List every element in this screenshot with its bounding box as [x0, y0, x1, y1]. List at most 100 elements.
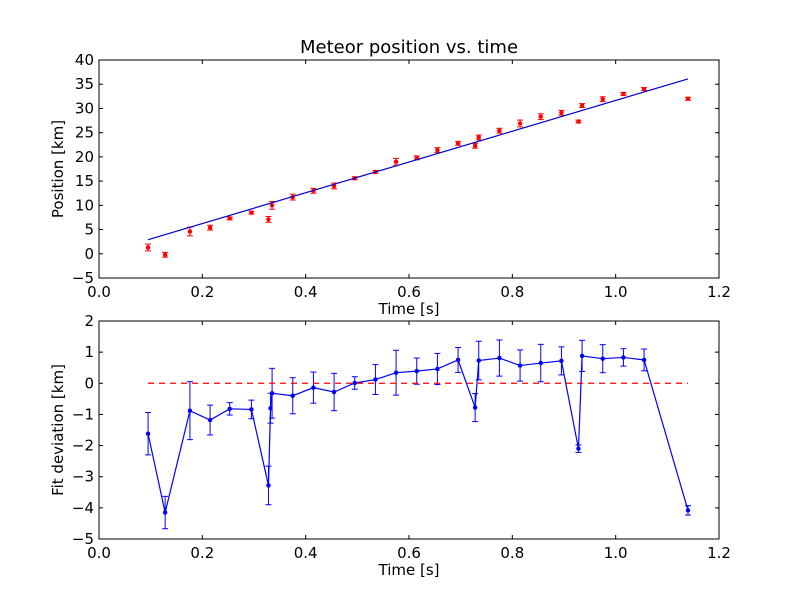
position-ytick-label: 0 — [84, 245, 94, 263]
position-xtick-label: 0.4 — [294, 283, 318, 301]
position-xtick-label: 0.0 — [87, 283, 111, 301]
deviation-data-point — [641, 357, 647, 363]
deviation-data-point — [373, 377, 378, 382]
position-data-point — [600, 96, 605, 102]
deviation-xtick-label: 0.2 — [190, 544, 214, 562]
deviation-xtick-label: 1.0 — [604, 544, 628, 562]
deviation-data-point — [393, 370, 399, 375]
position-plot-xlabel: Time [s] — [378, 300, 440, 318]
deviation-data-point — [476, 358, 481, 363]
deviation-data-point — [579, 353, 585, 359]
deviation-xtick-label: 0.0 — [87, 544, 111, 562]
deviation-data-point — [455, 357, 461, 363]
deviation-data-point — [414, 368, 419, 374]
position-data-point — [685, 96, 691, 102]
position-plot-marks — [145, 78, 691, 258]
position-plot-title: Meteor position vs. time — [300, 37, 518, 58]
position-data-point — [207, 225, 213, 230]
position-data-point — [455, 141, 461, 146]
deviation-ytick-label: 0 — [84, 374, 94, 392]
position-data-point — [621, 91, 626, 97]
position-data-point — [472, 143, 478, 148]
deviation-series-line — [147, 355, 689, 513]
deviation-ytick-label: −1 — [72, 405, 94, 423]
position-data-point — [579, 103, 585, 108]
position-xtick-label: 0.2 — [190, 283, 214, 301]
position-data-point — [476, 135, 481, 140]
position-data-point — [641, 86, 647, 92]
position-ytick-label: 25 — [75, 124, 94, 142]
fit-line — [147, 78, 689, 241]
deviation-ytick-label: −3 — [72, 468, 94, 486]
position-data-point — [497, 128, 502, 133]
deviation-data-point — [559, 358, 564, 364]
deviation-xtick-label: 0.4 — [294, 544, 318, 562]
position-data-point — [517, 121, 523, 126]
deviation-plot-ylabel: Fit deviation [km] — [49, 364, 67, 496]
position-plot-ylabel: Position [km] — [49, 120, 67, 218]
position-data-point — [266, 217, 271, 222]
deviation-data-point — [290, 393, 295, 398]
position-data-point — [162, 252, 168, 257]
deviation-plot-xlabel: Time [s] — [378, 561, 440, 579]
deviation-data-point — [621, 355, 626, 360]
deviation-data-point — [269, 391, 275, 396]
deviation-data-point — [227, 406, 232, 412]
deviation-xtick-label: 1.2 — [707, 544, 731, 562]
deviation-plot-marks — [145, 339, 691, 530]
deviation-plot-ticks: 0.0 0.2 0.4 0.6 0.8 1.0 1.2 −5 −4 −3 −2 −1 0 1 2 — [72, 312, 731, 562]
position-plot-ticks: 0.0 0.2 0.4 0.6 0.8 1.0 1.2 −5 0 5 10 15 20 25 30 35 40 — [72, 51, 731, 301]
deviation-ytick-label: 1 — [84, 343, 94, 361]
position-data-point — [269, 203, 275, 208]
position-ytick-label: 35 — [75, 75, 94, 93]
position-xtick-label: 0.8 — [500, 283, 524, 301]
position-ytick-label: 15 — [75, 172, 94, 190]
deviation-data-point — [311, 385, 316, 390]
position-data-point — [145, 245, 151, 250]
position-xtick-label: 0.6 — [397, 283, 421, 301]
position-ytick-label: 20 — [75, 148, 94, 166]
deviation-data-point — [187, 408, 193, 413]
position-data-point — [559, 110, 564, 116]
deviation-data-point — [517, 363, 523, 368]
position-data-point — [435, 147, 440, 153]
position-ytick-label: 10 — [75, 196, 94, 214]
deviation-data-point — [249, 407, 254, 412]
position-data-point — [249, 210, 254, 215]
position-ytick-label: 5 — [84, 221, 94, 239]
position-xtick-label: 1.2 — [707, 283, 731, 301]
deviation-xtick-label: 0.6 — [397, 544, 421, 562]
position-plot: 0.0 0.2 0.4 0.6 0.8 1.0 1.2−50510152025303540 … — [49, 37, 731, 318]
deviation-data-point — [162, 510, 168, 515]
position-data-point — [187, 229, 193, 234]
deviation-ytick-label: −5 — [72, 530, 94, 548]
deviation-data-point — [207, 417, 213, 423]
deviation-data-point — [145, 431, 151, 436]
deviation-xtick-label: 0.8 — [500, 544, 524, 562]
deviation-data-point — [266, 483, 271, 488]
deviation-data-point — [600, 356, 605, 361]
deviation-data-point — [538, 360, 543, 366]
deviation-data-point — [576, 446, 581, 451]
position-data-point — [393, 159, 399, 164]
deviation-data-point — [435, 366, 440, 372]
deviation-data-point — [331, 389, 337, 395]
deviation-data-point — [472, 405, 478, 410]
position-ytick-label: −5 — [72, 269, 94, 287]
position-data-point — [227, 216, 232, 221]
position-data-point — [538, 114, 543, 119]
position-ytick-label: 40 — [75, 51, 94, 69]
position-data-point — [576, 119, 581, 124]
position-ytick-label: 30 — [75, 99, 94, 117]
deviation-data-point — [352, 380, 357, 386]
deviation-plot: 0.0 0.2 0.4 0.6 0.8 1.0 1.2 −5 −4 −3 −2 −1 0 1 2 Time … — [49, 312, 731, 579]
deviation-ytick-label: −4 — [72, 499, 94, 517]
deviation-ytick-label: −2 — [72, 437, 94, 455]
deviation-data-point — [497, 355, 502, 361]
deviation-data-point — [685, 508, 691, 513]
deviation-ytick-label: 2 — [84, 312, 94, 330]
position-xtick-label: 1.0 — [604, 283, 628, 301]
